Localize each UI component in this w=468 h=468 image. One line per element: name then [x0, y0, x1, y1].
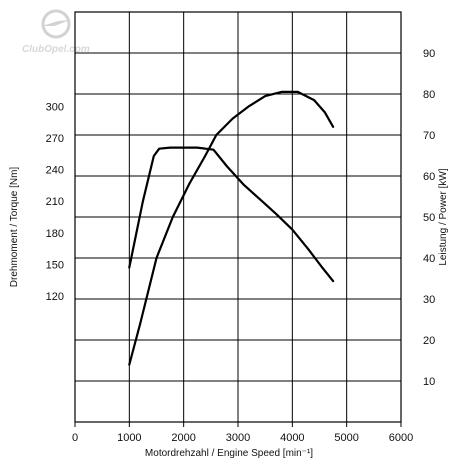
- x-tick-label: 4000: [280, 432, 304, 444]
- y-right-tick-label: 60: [423, 171, 435, 183]
- series-group: [128, 90, 335, 366]
- y-right-axis-title: Leistung / Power [kW]: [438, 168, 449, 265]
- x-tick-label: 1000: [117, 432, 141, 444]
- y-left-tick-label: 270: [46, 133, 64, 145]
- y-left-tick-label: 150: [46, 259, 64, 271]
- y-left-tick-label: 210: [46, 196, 64, 208]
- y-right-tick-label: 10: [423, 376, 435, 388]
- watermark-text: ClubOpel.com: [22, 44, 90, 55]
- x-tick-label: 5000: [334, 432, 358, 444]
- y-left-tick-label: 120: [46, 291, 64, 303]
- torque-curve: [128, 146, 335, 283]
- y-left-tick-label: 180: [46, 228, 64, 240]
- y-left-tick-label: 240: [46, 165, 64, 177]
- y-right-axis-ticks: 10 20 30 40 50 60 70 80 90: [423, 48, 435, 388]
- y-left-axis-ticks: 120 150 180 210 240 270 300: [46, 102, 64, 303]
- x-tick-label: 0: [72, 432, 78, 444]
- x-axis-ticks: 0 1000 2000 3000 4000 5000 6000: [72, 422, 413, 444]
- y-right-tick-label: 30: [423, 294, 435, 306]
- opel-logo-icon: [41, 9, 71, 39]
- x-tick-label: 3000: [226, 432, 250, 444]
- y-right-tick-label: 40: [423, 253, 435, 265]
- y-right-tick-label: 50: [423, 212, 435, 224]
- y-right-tick-label: 70: [423, 130, 435, 142]
- y-right-tick-label: 90: [423, 48, 435, 60]
- x-tick-label: 2000: [171, 432, 195, 444]
- x-axis-title: Motordrehzahl / Engine Speed [min⁻¹]: [145, 448, 313, 459]
- y-left-tick-label: 300: [46, 102, 64, 114]
- grid: [75, 12, 401, 422]
- power-curve: [128, 90, 335, 366]
- y-right-tick-label: 80: [423, 89, 435, 101]
- y-right-tick-label: 20: [423, 335, 435, 347]
- x-tick-label: 6000: [389, 432, 413, 444]
- watermark: ClubOpel.com: [22, 9, 90, 55]
- y-left-axis-title: Drehmoment / Torque [Nm]: [9, 167, 20, 288]
